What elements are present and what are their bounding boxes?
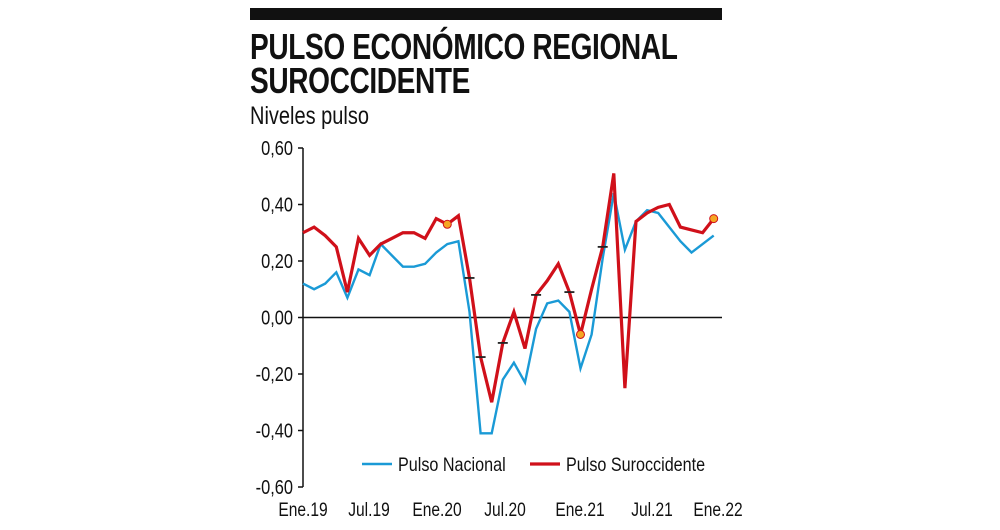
y-tick-label: 0,20 xyxy=(261,249,293,272)
y-tick-label: 0,40 xyxy=(261,193,293,216)
series-line-nacional xyxy=(302,192,715,435)
legend-label: Pulso Suroccidente xyxy=(566,454,705,476)
x-tick-label: Ene.19 xyxy=(278,499,327,521)
x-tick-label: Ene.22 xyxy=(693,499,742,521)
y-tick-label: 0,60 xyxy=(261,136,293,159)
header-bar xyxy=(250,8,722,20)
highlight-marker xyxy=(576,329,585,339)
y-tick-label: 0,00 xyxy=(261,306,293,329)
title-line-2: SUROCCIDENTE xyxy=(250,60,470,101)
y-tick-label: -0,20 xyxy=(256,362,293,385)
legend-label: Pulso Nacional xyxy=(398,454,506,476)
series-line-suroccidente xyxy=(302,173,715,403)
x-tick-label: Ene.20 xyxy=(412,499,461,521)
x-tick-label: Ene.21 xyxy=(555,499,604,521)
y-tick-label: -0,40 xyxy=(256,419,293,442)
chart-title: PULSO ECONÓMICO REGIONAL SUROCCIDENTE xyxy=(250,26,678,101)
y-tick-label: -0,60 xyxy=(256,475,293,498)
title-line-1: PULSO ECONÓMICO REGIONAL xyxy=(250,26,678,67)
x-tick-label: Jul.21 xyxy=(631,499,673,521)
highlight-marker xyxy=(709,214,719,224)
highlight-marker xyxy=(442,219,452,229)
x-tick-label: Jul.19 xyxy=(348,499,390,521)
chart-subtitle: Niveles pulso xyxy=(250,102,369,130)
x-tick-label: Jul.20 xyxy=(484,499,526,521)
